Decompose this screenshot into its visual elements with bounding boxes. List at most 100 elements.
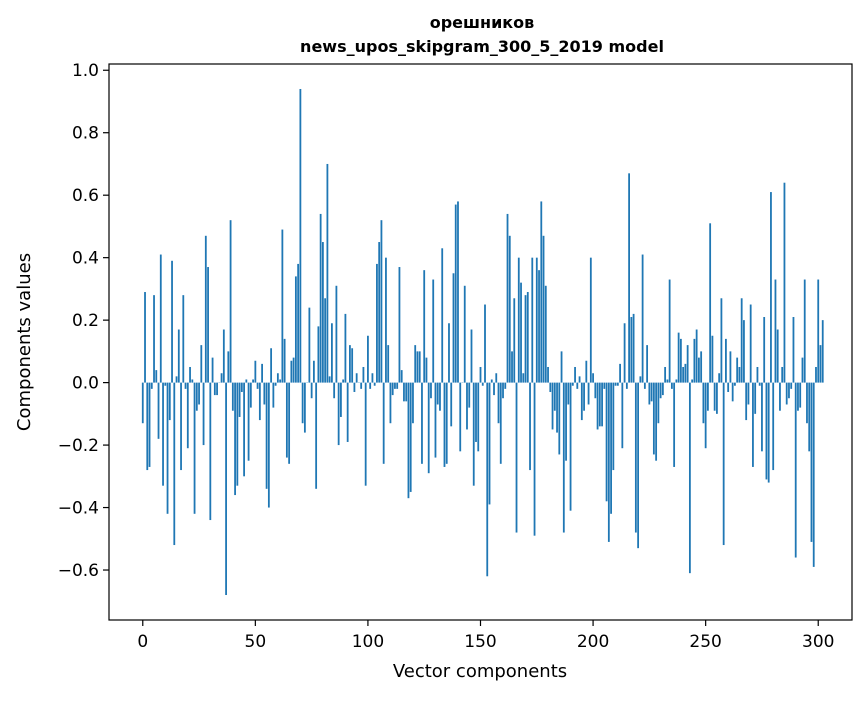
bar-41	[234, 383, 236, 495]
y-axis-label: Components values	[14, 253, 35, 431]
bar-8	[160, 255, 162, 383]
bar-131	[437, 383, 439, 405]
bar-252	[709, 223, 711, 382]
bar-175	[536, 258, 538, 383]
bar-164	[511, 351, 513, 382]
bar-13	[171, 261, 173, 383]
bar-242	[687, 345, 689, 382]
bar-206	[606, 383, 608, 502]
bar-179	[545, 286, 547, 383]
x-axis-label: Vector components	[393, 661, 567, 682]
bar-91	[347, 383, 349, 442]
bar-173	[531, 258, 533, 383]
bar-264	[736, 358, 738, 383]
bar-204	[601, 383, 603, 427]
bar-210	[615, 383, 617, 386]
bar-124	[421, 383, 423, 464]
bar-276	[763, 317, 765, 383]
bar-165	[513, 298, 515, 382]
bar-166	[516, 383, 518, 533]
bar-1	[144, 292, 146, 383]
bar-59	[275, 383, 277, 386]
bar-232	[664, 367, 666, 383]
bar-199	[590, 258, 592, 383]
bar-238	[678, 333, 680, 383]
bar-267	[743, 320, 745, 382]
bar-226	[651, 383, 653, 402]
bar-255	[716, 383, 718, 414]
bar-241	[684, 364, 686, 383]
bar-271	[752, 383, 754, 467]
chart-title: орешников	[430, 13, 535, 32]
bar-55	[266, 383, 268, 489]
bar-99	[365, 383, 367, 486]
bar-263	[734, 383, 736, 386]
bar-119	[410, 383, 412, 492]
bar-189	[567, 383, 569, 405]
y-tick-label: −0.2	[58, 436, 99, 456]
bar-172	[529, 383, 531, 470]
bar-185	[558, 383, 560, 455]
bar-250	[705, 383, 707, 449]
bar-191	[572, 383, 574, 386]
bar-190	[570, 383, 572, 511]
bar-53	[261, 364, 263, 383]
bar-170	[525, 295, 527, 382]
bars-group	[142, 89, 824, 595]
bar-187	[563, 383, 565, 533]
bar-70	[299, 89, 301, 383]
bar-205	[603, 383, 605, 389]
bar-130	[435, 383, 437, 458]
bar-31	[212, 358, 214, 383]
bar-202	[597, 383, 599, 430]
bar-43	[239, 383, 241, 417]
bar-168	[520, 283, 522, 383]
bar-183	[554, 383, 556, 411]
bar-265	[739, 367, 741, 383]
bar-128	[430, 383, 432, 399]
bar-105	[378, 242, 380, 383]
bar-198	[588, 383, 590, 405]
bar-77	[315, 383, 317, 489]
bar-39	[230, 220, 232, 382]
bar-227	[653, 383, 655, 455]
bar-127	[428, 383, 430, 474]
bar-236	[673, 383, 675, 467]
bar-29	[207, 267, 209, 383]
bar-35	[221, 373, 223, 382]
bar-262	[732, 383, 734, 402]
bar-132	[439, 383, 441, 411]
bar-135	[446, 383, 448, 464]
bar-193	[576, 383, 578, 389]
bar-83	[329, 376, 331, 382]
bar-196	[583, 383, 585, 411]
bar-19	[185, 383, 187, 389]
bar-281	[775, 280, 777, 383]
bar-62	[281, 230, 283, 383]
bar-219	[635, 383, 637, 533]
bar-11	[167, 383, 169, 514]
bar-228	[655, 383, 657, 461]
bar-284	[781, 367, 783, 383]
bar-6	[155, 370, 157, 382]
y-tick-label: −0.6	[58, 561, 99, 581]
bar-292	[799, 383, 801, 408]
bar-125	[423, 270, 425, 382]
bar-192	[574, 367, 576, 383]
bar-129	[432, 280, 434, 383]
bar-15	[176, 376, 178, 382]
bar-181	[549, 383, 551, 392]
bar-24	[196, 383, 198, 411]
bar-200	[592, 373, 594, 382]
plot-frame	[109, 64, 852, 620]
bar-225	[648, 383, 650, 405]
bar-256	[718, 373, 720, 382]
bar-222	[642, 255, 644, 383]
bar-103	[374, 383, 376, 386]
bar-247	[698, 358, 700, 383]
bar-279	[770, 192, 772, 383]
bar-87	[338, 383, 340, 445]
bar-143	[464, 286, 466, 383]
bar-80	[322, 242, 324, 383]
